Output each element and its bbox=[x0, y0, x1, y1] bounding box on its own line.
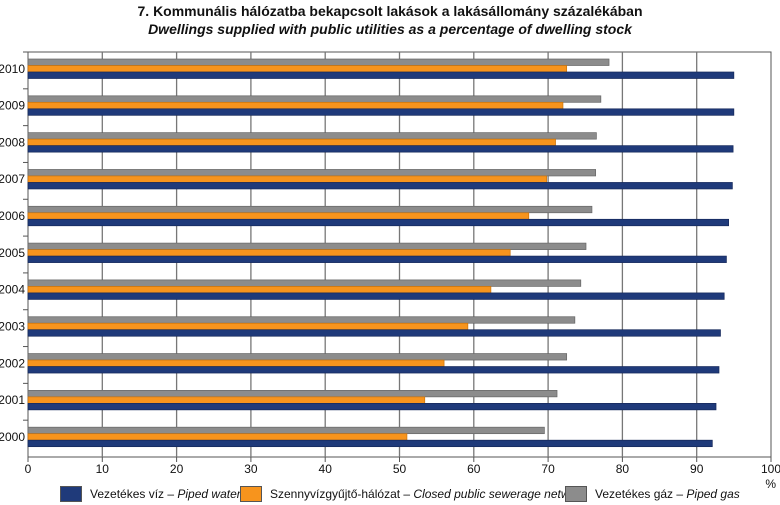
x-unit-label: % bbox=[765, 477, 776, 491]
y-tick-label: 2003 bbox=[0, 319, 25, 333]
bar-2000-0 bbox=[27, 426, 545, 435]
y-tick-label: 2008 bbox=[0, 135, 25, 149]
y-tick-label: 2002 bbox=[0, 356, 25, 370]
legend-item-sewerage: Szennyvízgyűjtő-hálózat – Closed public … bbox=[240, 486, 586, 502]
y-tick-label: 2006 bbox=[0, 209, 25, 223]
bar-2008-0 bbox=[27, 132, 597, 140]
x-tick-label: 50 bbox=[393, 462, 407, 476]
bar-2009-0 bbox=[27, 95, 602, 103]
legend-label-en: Piped gas bbox=[686, 487, 740, 501]
legend-label-en: Piped water bbox=[177, 487, 241, 501]
x-tick-label: 90 bbox=[690, 462, 704, 476]
bar-2008-2 bbox=[27, 145, 734, 153]
x-tick-label: 40 bbox=[319, 462, 333, 476]
y-tick-label: 2007 bbox=[0, 172, 25, 186]
legend-item-gas: Vezetékes gáz – Piped gas bbox=[565, 486, 740, 502]
bar-2006-2 bbox=[27, 218, 729, 227]
bar-2008-1 bbox=[27, 138, 556, 146]
bar-2007-2 bbox=[27, 182, 733, 190]
legend-label: Szennyvízgyűjtő-hálózat bbox=[270, 487, 401, 501]
bar-2009-2 bbox=[27, 108, 735, 116]
x-tick-label: 80 bbox=[616, 462, 630, 476]
legend-item-water: Vezetékes víz – Piped water bbox=[60, 486, 241, 502]
bar-2001-2 bbox=[27, 403, 717, 411]
bar-2005-2 bbox=[27, 255, 727, 263]
y-tick-label: 2005 bbox=[0, 246, 25, 260]
bar-2002-1 bbox=[27, 359, 445, 367]
x-tick-label: 10 bbox=[96, 462, 110, 476]
bar-2001-1 bbox=[27, 396, 426, 404]
bar-2000-2 bbox=[27, 439, 713, 448]
bar-2003-2 bbox=[27, 329, 721, 337]
bar-2002-2 bbox=[27, 366, 720, 374]
bar-2005-0 bbox=[27, 242, 587, 250]
x-tick-label: 100 bbox=[761, 462, 780, 476]
legend-label: Vezetékes gáz bbox=[595, 487, 674, 501]
bar-2004-0 bbox=[27, 279, 582, 287]
x-tick-label: 20 bbox=[170, 462, 184, 476]
x-tick-label: 60 bbox=[467, 462, 481, 476]
bar-2003-1 bbox=[27, 322, 469, 331]
y-tick-label: 2000 bbox=[0, 430, 25, 444]
bar-2010-2 bbox=[27, 71, 735, 79]
bar-2007-1 bbox=[27, 175, 547, 183]
bar-2007-0 bbox=[27, 169, 597, 177]
bar-2002-0 bbox=[27, 353, 568, 361]
x-tick-label: 70 bbox=[541, 462, 555, 476]
y-tick-label: 2010 bbox=[0, 62, 25, 76]
bar-2005-1 bbox=[27, 249, 511, 257]
legend-swatch-gas bbox=[565, 486, 587, 502]
y-tick-label: 2001 bbox=[0, 393, 25, 407]
bar-2004-1 bbox=[27, 286, 492, 294]
bar-2009-1 bbox=[27, 101, 564, 110]
bar-2000-1 bbox=[27, 433, 408, 441]
bar-2004-2 bbox=[27, 292, 725, 300]
bar-2003-0 bbox=[27, 316, 576, 324]
legend-swatch-sewerage bbox=[240, 486, 262, 502]
chart-subtitle: Dwellings supplied with public utilities… bbox=[148, 21, 632, 37]
x-tick-label: 30 bbox=[244, 462, 258, 476]
y-tick-label: 2004 bbox=[0, 283, 25, 297]
bar-2001-0 bbox=[27, 390, 558, 398]
chart-title: 7. Kommunális hálózatba bekapcsolt lakás… bbox=[137, 3, 643, 19]
y-tick-label: 2009 bbox=[0, 99, 25, 113]
bar-2010-0 bbox=[27, 58, 610, 66]
legend-swatch-water bbox=[60, 486, 82, 502]
bar-2006-0 bbox=[27, 205, 593, 214]
x-tick-label: 0 bbox=[25, 462, 32, 476]
bar-2010-1 bbox=[27, 65, 568, 73]
legend-label-en: Closed public sewerage network bbox=[413, 487, 587, 501]
bar-2006-1 bbox=[27, 212, 530, 220]
legend-label: Vezetékes víz bbox=[90, 487, 165, 501]
